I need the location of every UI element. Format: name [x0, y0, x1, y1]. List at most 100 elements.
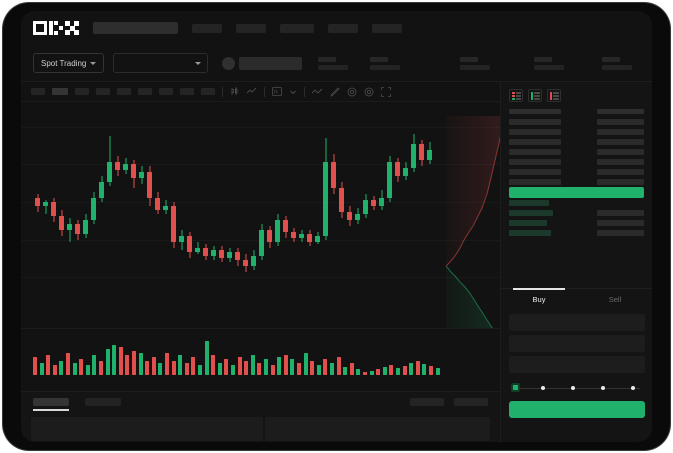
tf-1h[interactable]: [117, 88, 131, 95]
nav-item-5[interactable]: [372, 23, 402, 33]
tf-4h[interactable]: [138, 88, 152, 95]
tf-15m[interactable]: [75, 88, 89, 95]
nav-item-3[interactable]: [280, 23, 314, 33]
tf-5m[interactable]: [52, 88, 68, 95]
volume-bar: [336, 357, 341, 375]
nav-item-1[interactable]: [192, 23, 222, 33]
volume-bar: [349, 363, 354, 375]
orderbook-ask-row[interactable]: [509, 177, 644, 187]
volume-bar: [204, 341, 209, 375]
orderbook-last-price-row[interactable]: [509, 187, 644, 198]
bp-action-1[interactable]: [410, 398, 444, 406]
tf-1d[interactable]: [159, 88, 173, 95]
percent-slider[interactable]: [511, 383, 643, 393]
volume-histogram[interactable]: [21, 328, 500, 391]
volume-bar: [132, 351, 136, 375]
orderbook-bid-row[interactable]: [509, 198, 644, 208]
volume-bar: [171, 361, 176, 375]
tab-open-orders[interactable]: [33, 397, 69, 406]
orderbook-ask-row[interactable]: [509, 127, 644, 137]
pair-name-placeholder: [239, 56, 303, 70]
tf-1mo[interactable]: [201, 88, 215, 95]
orderbook-ask-row[interactable]: [509, 157, 644, 167]
candle: [179, 230, 184, 250]
candle: [155, 192, 160, 214]
search-input[interactable]: [93, 22, 178, 34]
bp-row-2[interactable]: [265, 417, 490, 441]
candle: [395, 158, 400, 182]
nav-item-2[interactable]: [236, 23, 266, 33]
tab-sell[interactable]: Sell: [577, 289, 652, 310]
volume-bar: [178, 355, 183, 375]
volume-bar: [429, 366, 433, 375]
pair-select[interactable]: [113, 53, 209, 73]
orderbook-ask-row[interactable]: [509, 117, 644, 127]
trend-line-icon[interactable]: [312, 87, 323, 96]
orderbook-ask-row[interactable]: [509, 147, 644, 157]
orders-panel-actions: [410, 398, 488, 406]
tf-1w[interactable]: [180, 88, 194, 95]
price-field[interactable]: [509, 314, 645, 331]
candle: [307, 230, 312, 246]
order-entry-form: [501, 310, 652, 418]
slider-stop-50[interactable]: [571, 385, 575, 390]
orderbook-ask-row[interactable]: [509, 137, 644, 147]
chevron-down-icon[interactable]: [289, 88, 297, 96]
candle: [59, 210, 64, 236]
tab-buy[interactable]: Buy: [501, 288, 577, 310]
total-field[interactable]: [509, 356, 645, 373]
indicator-icon[interactable]: fx: [272, 87, 282, 96]
market-type-selector[interactable]: Spot Trading: [33, 53, 105, 73]
orderbook-bid-row[interactable]: [509, 208, 644, 218]
volume-bar: [145, 361, 150, 375]
orderbook-asks-icon[interactable]: [547, 89, 561, 102]
chart-toolbar: fx: [21, 82, 500, 102]
okx-logo-icon[interactable]: [33, 21, 79, 35]
candle: [339, 182, 344, 218]
orderbook-bid-row[interactable]: [509, 218, 644, 228]
candlestick-chart[interactable]: [21, 102, 500, 328]
buy-submit-button[interactable]: [509, 401, 645, 418]
candle: [299, 230, 304, 242]
bp-action-2[interactable]: [454, 398, 488, 406]
candlestick-chart-icon[interactable]: [230, 87, 240, 96]
line-chart-icon[interactable]: [247, 87, 257, 96]
pencil-draw-icon[interactable]: [330, 86, 340, 97]
buy-sell-tabs: Buy Sell: [501, 288, 652, 310]
slider-stop-100[interactable]: [631, 385, 635, 390]
candle: [291, 228, 296, 242]
settings-gear-icon[interactable]: [364, 87, 374, 97]
logo-letter-x: [65, 21, 79, 35]
candle: [227, 248, 232, 262]
volume-bar: [99, 361, 103, 375]
gridline-1: [21, 164, 500, 165]
chevron-down-icon: [195, 61, 202, 65]
volume-bar: [39, 363, 44, 375]
fullscreen-icon[interactable]: [381, 86, 391, 97]
camera-icon[interactable]: [347, 87, 357, 97]
candle: [275, 214, 280, 246]
orderbook-mode-toggles: [501, 82, 652, 107]
nav-item-4[interactable]: [328, 23, 358, 33]
tf-1m[interactable]: [31, 88, 45, 95]
gridline-2: [21, 202, 500, 203]
volume-bar: [33, 357, 37, 375]
market-depth-overlay: [446, 116, 500, 328]
candle: [323, 138, 328, 240]
orderbook-both-icon[interactable]: [509, 89, 523, 102]
tab-order-history[interactable]: [85, 397, 121, 406]
tf-30m[interactable]: [96, 88, 110, 95]
volume-bar: [59, 361, 64, 375]
amount-field[interactable]: [509, 335, 645, 352]
gridline-4: [21, 277, 500, 278]
orderbook-ask-row[interactable]: [509, 167, 644, 177]
slider-handle[interactable]: [511, 383, 520, 392]
slider-stop-75[interactable]: [601, 385, 605, 390]
chevron-down-icon: [90, 61, 97, 65]
slider-stop-25[interactable]: [541, 385, 545, 390]
coin-avatar: [222, 56, 236, 70]
orderbook-bid-row[interactable]: [509, 228, 644, 238]
bp-row-1[interactable]: [31, 417, 263, 441]
orderbook-bids-icon[interactable]: [528, 89, 542, 102]
candle: [147, 166, 152, 206]
